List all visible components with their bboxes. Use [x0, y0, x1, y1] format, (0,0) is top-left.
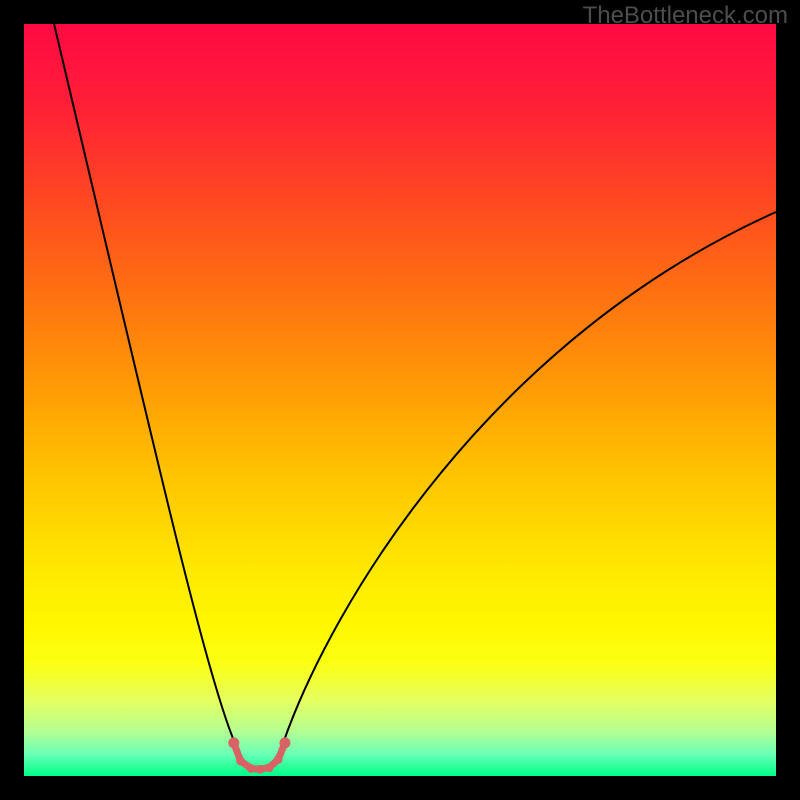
optimal-zone-dot [265, 763, 274, 772]
optimal-zone-end-dot [279, 737, 290, 748]
optimal-zone-dot [236, 757, 245, 766]
optimal-zone-dot [274, 755, 283, 764]
optimal-zone-end-dot [228, 737, 239, 748]
optimal-zone-dot [247, 764, 256, 773]
figure-root: TheBottleneck.com [0, 0, 800, 800]
gradient-background [24, 24, 776, 776]
frame-right [776, 24, 800, 776]
watermark-text: TheBottleneck.com [583, 2, 788, 30]
chart-svg [0, 0, 800, 800]
frame-bottom [0, 776, 800, 800]
optimal-zone-dot [256, 765, 265, 774]
frame-left [0, 24, 24, 776]
